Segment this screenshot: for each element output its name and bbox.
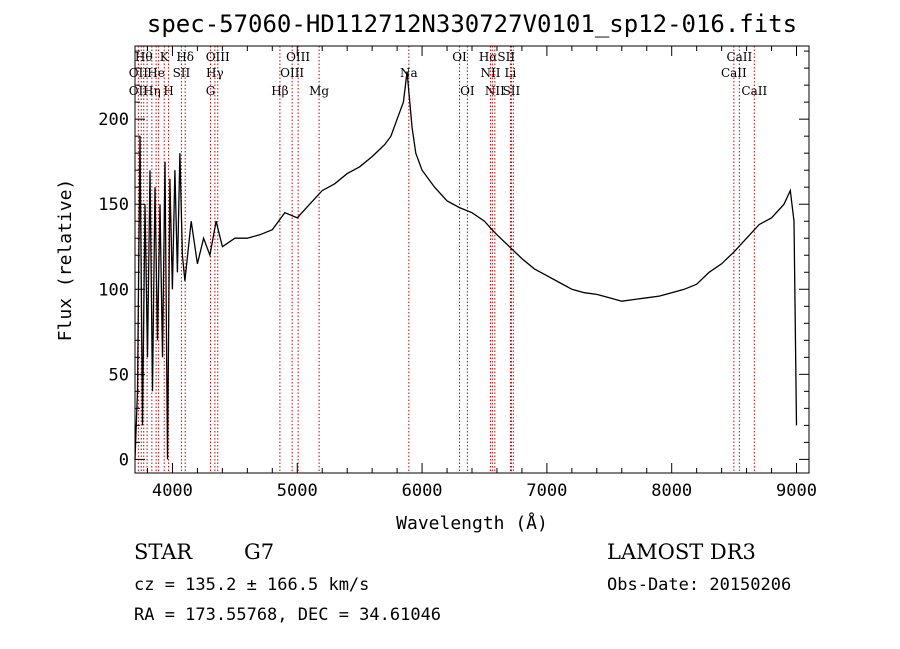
line-label: Hγ <box>206 66 224 80</box>
line-label: Hθ <box>135 50 153 64</box>
line-label: CaII <box>721 66 747 80</box>
x-axis-label: Wavelength (Å) <box>396 512 548 534</box>
y-tick-label: 0 <box>119 450 129 470</box>
line-label: OIII <box>206 50 230 64</box>
line-label: OIII <box>280 66 304 80</box>
line-label: OI <box>460 84 475 98</box>
line-label: CaII <box>741 84 767 98</box>
line-label: OI <box>452 50 467 64</box>
line-label: Li <box>505 66 517 80</box>
plot-frame <box>134 45 810 474</box>
line-label: G <box>206 84 216 98</box>
line-label: OII <box>129 84 149 98</box>
line-label: Hη <box>143 84 161 98</box>
line-label: NII <box>480 66 500 80</box>
line-label: NII <box>485 84 505 98</box>
subclass-label: G7 <box>244 540 274 564</box>
x-tick-label: 9000 <box>776 481 817 501</box>
line-markers <box>137 46 755 473</box>
line-label: SII <box>503 84 521 98</box>
x-tick-label: 8000 <box>651 481 692 501</box>
y-tick-label: 200 <box>98 110 129 130</box>
y-tick-label: 150 <box>98 195 129 215</box>
cz-line: cz = 135.2 ± 166.5 km/s <box>134 575 369 595</box>
x-axis-ticks: 4000 5000 6000 7000 8000 9000 <box>146 46 817 501</box>
obsdate-line: Obs-Date: 20150206 <box>607 575 791 595</box>
x-tick-label: 5000 <box>277 481 318 501</box>
y-axis-ticks: 0 50 100 150 200 <box>98 50 809 470</box>
y-tick-label: 100 <box>98 280 129 300</box>
radec-line: RA = 173.55768, DEC = 34.61046 <box>134 605 441 625</box>
x-tick-label: 7000 <box>526 481 567 501</box>
line-label: H <box>163 84 173 98</box>
line-label: Na <box>400 66 418 80</box>
line-label: Hδ <box>176 50 194 64</box>
y-axis-label: Flux (relative) <box>55 179 76 342</box>
line-label: OIII <box>286 50 310 64</box>
line-label: K <box>160 50 170 64</box>
line-label: Hβ <box>271 84 288 98</box>
y-tick-label: 50 <box>109 365 129 385</box>
chart-title: spec-57060-HD112712N330727V0101_sp12-016… <box>147 10 797 38</box>
survey-label: LAMOST DR3 <box>607 540 756 564</box>
line-label: OII <box>129 66 149 80</box>
line-label: SII <box>173 66 191 80</box>
line-label: CaII <box>726 50 752 64</box>
series-flux-line <box>134 71 798 460</box>
line-label: Mg <box>309 84 329 98</box>
x-tick-label: 4000 <box>152 481 193 501</box>
class-label: STAR <box>134 540 193 564</box>
line-label: He <box>147 66 165 80</box>
x-tick-label: 6000 <box>402 481 443 501</box>
line-label: HαSII <box>479 50 516 64</box>
